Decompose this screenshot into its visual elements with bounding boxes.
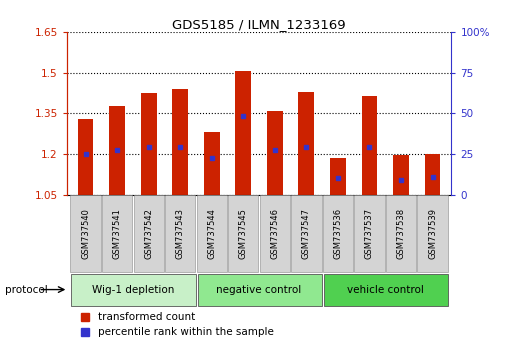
FancyBboxPatch shape (102, 195, 132, 272)
Bar (204, 132, 220, 195)
Text: GSM737545: GSM737545 (239, 208, 248, 259)
Bar (362, 96, 378, 195)
Text: GSM737540: GSM737540 (81, 208, 90, 259)
FancyBboxPatch shape (165, 195, 195, 272)
Bar (141, 93, 156, 195)
Text: Wig-1 depletion: Wig-1 depletion (92, 285, 174, 295)
FancyBboxPatch shape (71, 274, 195, 306)
Text: GSM737546: GSM737546 (270, 208, 280, 259)
FancyBboxPatch shape (198, 274, 322, 306)
FancyBboxPatch shape (354, 195, 385, 272)
Text: GSM737547: GSM737547 (302, 208, 311, 259)
Bar (235, 71, 251, 195)
Text: GSM737544: GSM737544 (207, 208, 216, 259)
FancyBboxPatch shape (133, 195, 164, 272)
Text: GSM737541: GSM737541 (113, 208, 122, 259)
Text: GSM737536: GSM737536 (333, 208, 342, 259)
Bar (330, 158, 346, 195)
FancyBboxPatch shape (228, 195, 259, 272)
Bar (393, 155, 409, 195)
FancyBboxPatch shape (418, 195, 448, 272)
FancyBboxPatch shape (324, 274, 448, 306)
FancyBboxPatch shape (260, 195, 290, 272)
Bar (267, 110, 283, 195)
FancyBboxPatch shape (291, 195, 322, 272)
Bar (425, 154, 440, 195)
Bar (172, 89, 188, 195)
Legend: transformed count, percentile rank within the sample: transformed count, percentile rank withi… (77, 308, 278, 342)
Text: protocol: protocol (5, 285, 48, 295)
Bar (109, 107, 125, 195)
Text: GSM737542: GSM737542 (144, 208, 153, 259)
FancyBboxPatch shape (323, 195, 353, 272)
Text: GSM737543: GSM737543 (176, 208, 185, 259)
Text: vehicle control: vehicle control (347, 285, 424, 295)
Text: GSM737537: GSM737537 (365, 208, 374, 259)
Text: negative control: negative control (216, 285, 302, 295)
FancyBboxPatch shape (196, 195, 227, 272)
Bar (78, 119, 93, 195)
FancyBboxPatch shape (70, 195, 101, 272)
FancyBboxPatch shape (386, 195, 416, 272)
Bar (299, 92, 314, 195)
Text: GSM737538: GSM737538 (397, 208, 405, 259)
Title: GDS5185 / ILMN_1233169: GDS5185 / ILMN_1233169 (172, 18, 346, 31)
Text: GSM737539: GSM737539 (428, 208, 437, 259)
